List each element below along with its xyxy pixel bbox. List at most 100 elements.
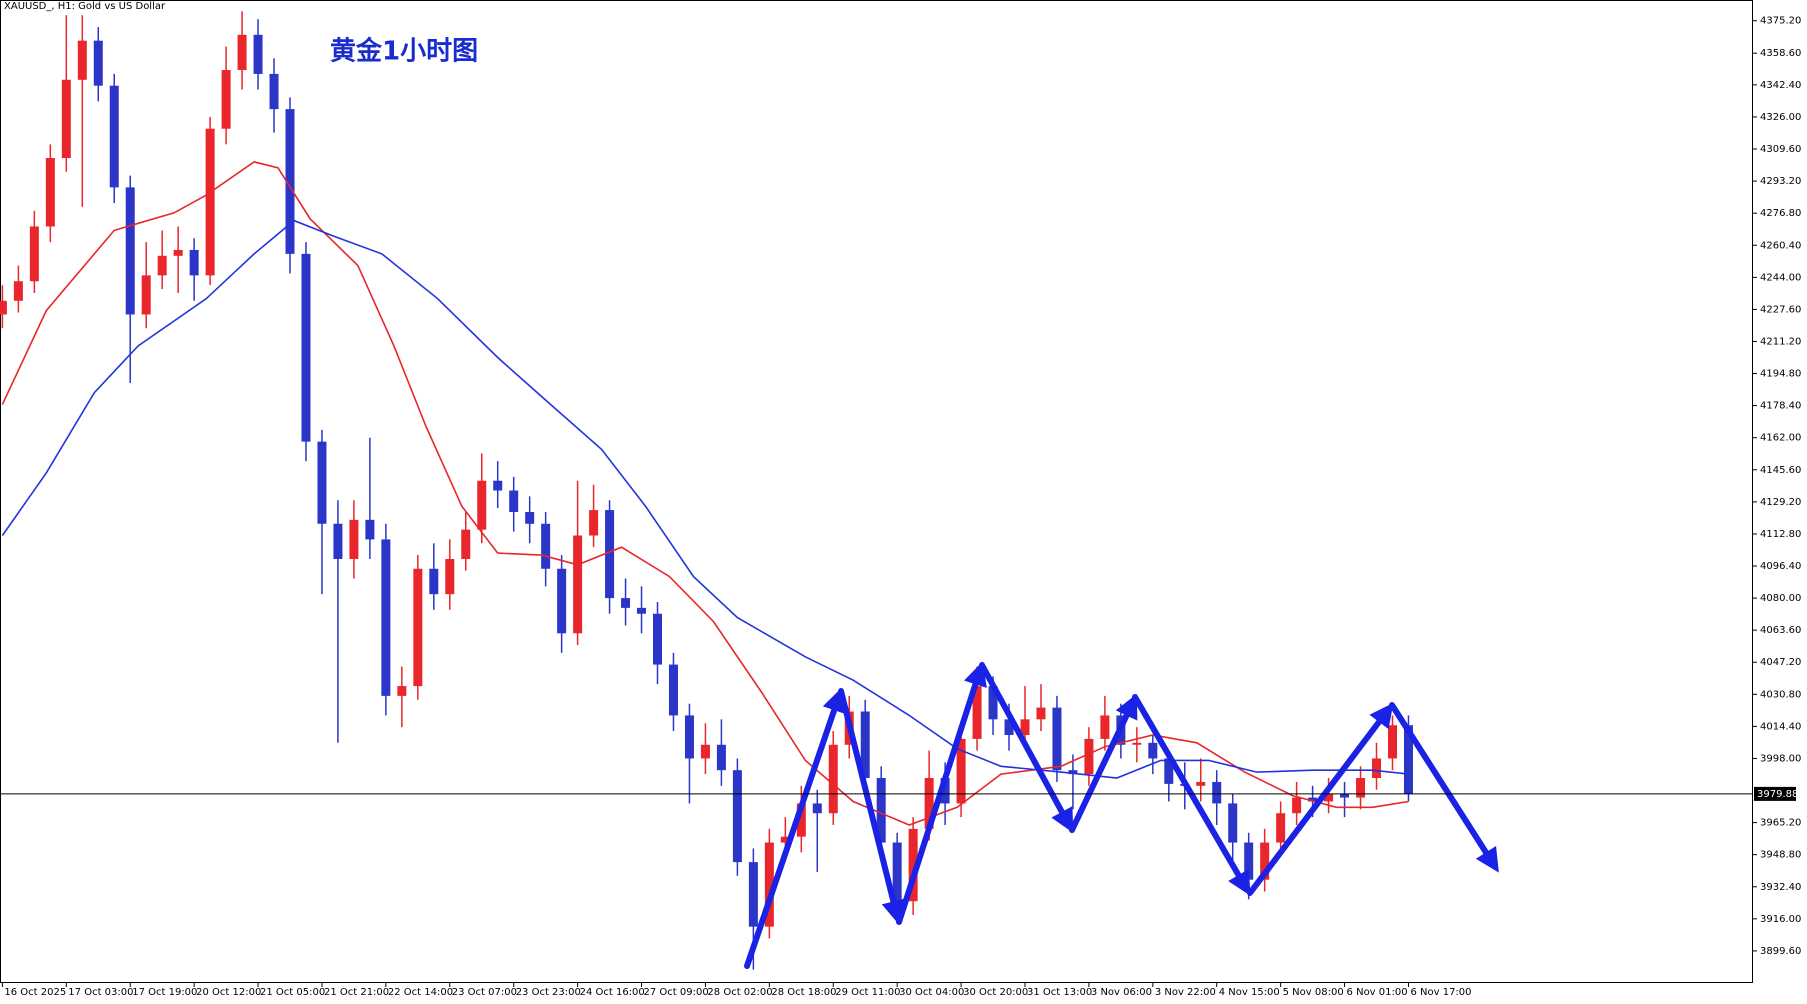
candle-body bbox=[1308, 797, 1318, 802]
candle-body bbox=[29, 226, 39, 282]
candle-body bbox=[509, 490, 519, 513]
y-tick-label: 3932.40 bbox=[1760, 882, 1801, 893]
candle-body bbox=[0, 300, 7, 315]
candle-body bbox=[764, 842, 774, 927]
candle-body bbox=[1212, 781, 1222, 804]
x-tick-label: 5 Nov 08:00 bbox=[1283, 987, 1344, 998]
y-tick-label: 3998.00 bbox=[1760, 753, 1801, 764]
candle-body bbox=[956, 738, 966, 804]
y-tick-label: 4293.20 bbox=[1760, 176, 1801, 187]
candle-body bbox=[716, 744, 726, 771]
x-tick-label: 20 Oct 12:00 bbox=[196, 987, 261, 998]
x-tick-label: 4 Nov 15:00 bbox=[1219, 987, 1280, 998]
candle-body bbox=[1100, 715, 1110, 739]
candle-body bbox=[1403, 725, 1413, 794]
y-tick-label: 4375.20 bbox=[1760, 16, 1801, 27]
x-tick-label: 21 Oct 21:00 bbox=[324, 987, 389, 998]
x-tick-label: 16 Oct 2025 bbox=[4, 987, 66, 998]
candle-body bbox=[317, 441, 327, 524]
y-tick-label: 4309.60 bbox=[1760, 144, 1801, 155]
y-tick-label: 4063.60 bbox=[1760, 625, 1801, 636]
candle-body bbox=[732, 770, 742, 863]
candle-body bbox=[381, 539, 391, 696]
candle-body bbox=[908, 828, 918, 902]
y-tick-label: 4178.40 bbox=[1760, 401, 1801, 412]
candle-body bbox=[1340, 793, 1350, 798]
current-price-label: 3979.88 bbox=[1757, 789, 1798, 800]
y-tick-label: 4211.20 bbox=[1760, 336, 1801, 347]
x-tick-label: 6 Nov 01:00 bbox=[1347, 987, 1408, 998]
arrow bbox=[1247, 702, 1394, 896]
candle-body bbox=[445, 558, 455, 595]
candle-body bbox=[269, 73, 279, 110]
candle-body bbox=[684, 715, 694, 759]
candle-body bbox=[189, 249, 199, 276]
arrow bbox=[838, 688, 906, 925]
candle-body bbox=[1052, 707, 1062, 771]
arrow bbox=[1132, 694, 1251, 896]
candle-body bbox=[1036, 707, 1046, 720]
candle-body bbox=[429, 568, 439, 595]
candle-body bbox=[1068, 770, 1078, 775]
candle-body bbox=[525, 512, 535, 524]
candle-body bbox=[1276, 813, 1286, 843]
x-tick-label: 27 Oct 09:00 bbox=[644, 987, 709, 998]
candle-body bbox=[1164, 758, 1174, 784]
candle-body bbox=[605, 510, 615, 599]
x-tick-label: 29 Oct 11:00 bbox=[835, 987, 900, 998]
y-tick-label: 4096.40 bbox=[1760, 561, 1801, 572]
candle-body bbox=[349, 519, 359, 559]
candle-body bbox=[1228, 803, 1238, 843]
candle-body bbox=[812, 803, 822, 814]
x-tick-label: 3 Nov 06:00 bbox=[1091, 987, 1152, 998]
x-tick-label: 3 Nov 22:00 bbox=[1155, 987, 1216, 998]
candle-body bbox=[700, 744, 710, 759]
candle-body bbox=[1132, 742, 1142, 745]
candle-body bbox=[45, 158, 55, 227]
candle-body bbox=[109, 85, 119, 188]
candle-body bbox=[173, 249, 183, 256]
x-tick-label: 23 Oct 07:00 bbox=[452, 987, 517, 998]
x-tick-label: 17 Oct 03:00 bbox=[68, 987, 133, 998]
y-tick-label: 4260.40 bbox=[1760, 240, 1801, 251]
x-tick-label: 24 Oct 16:00 bbox=[580, 987, 645, 998]
x-tick-label: 28 Oct 18:00 bbox=[771, 987, 836, 998]
candle-body bbox=[1387, 725, 1397, 759]
candle-body bbox=[61, 79, 71, 159]
candle-body bbox=[333, 523, 343, 559]
x-tick-label: 17 Oct 19:00 bbox=[132, 987, 197, 998]
candle-body bbox=[125, 187, 135, 315]
candle-body bbox=[828, 744, 838, 814]
trend-arrows bbox=[744, 661, 1499, 969]
candle-body bbox=[796, 803, 806, 837]
candle-body bbox=[1244, 842, 1254, 880]
x-tick-label: 6 Nov 17:00 bbox=[1410, 987, 1471, 998]
candle-body bbox=[477, 480, 487, 530]
x-tick-label: 23 Oct 23:00 bbox=[516, 987, 581, 998]
y-tick-label: 4112.80 bbox=[1760, 529, 1801, 540]
x-tick-label: 21 Oct 05:00 bbox=[260, 987, 325, 998]
candle-body bbox=[589, 510, 599, 536]
candle-body bbox=[1372, 758, 1382, 779]
y-tick-label: 4326.00 bbox=[1760, 112, 1801, 123]
candle-body bbox=[748, 862, 758, 927]
candle-body bbox=[157, 255, 167, 276]
candle-body bbox=[413, 568, 423, 687]
candle-body bbox=[13, 281, 23, 301]
candle-body bbox=[1260, 842, 1270, 880]
chart-title: 黄金1小时图 bbox=[330, 36, 478, 67]
candle-body bbox=[1356, 778, 1366, 798]
candle-body bbox=[141, 275, 151, 315]
candle-body bbox=[301, 253, 311, 442]
candle-body bbox=[461, 529, 471, 559]
candle-body bbox=[1324, 793, 1334, 802]
x-tick-label: 28 Oct 02:00 bbox=[707, 987, 772, 998]
moving-average bbox=[1, 219, 1409, 779]
moving-average bbox=[1, 161, 1409, 826]
x-tick-label: 30 Oct 04:00 bbox=[899, 987, 964, 998]
y-tick-label: 4276.80 bbox=[1760, 208, 1801, 219]
candle-body bbox=[1084, 738, 1094, 775]
y-tick-label: 4244.00 bbox=[1760, 272, 1801, 283]
y-tick-label: 4342.40 bbox=[1760, 80, 1801, 91]
y-tick-label: 4194.80 bbox=[1760, 369, 1801, 380]
